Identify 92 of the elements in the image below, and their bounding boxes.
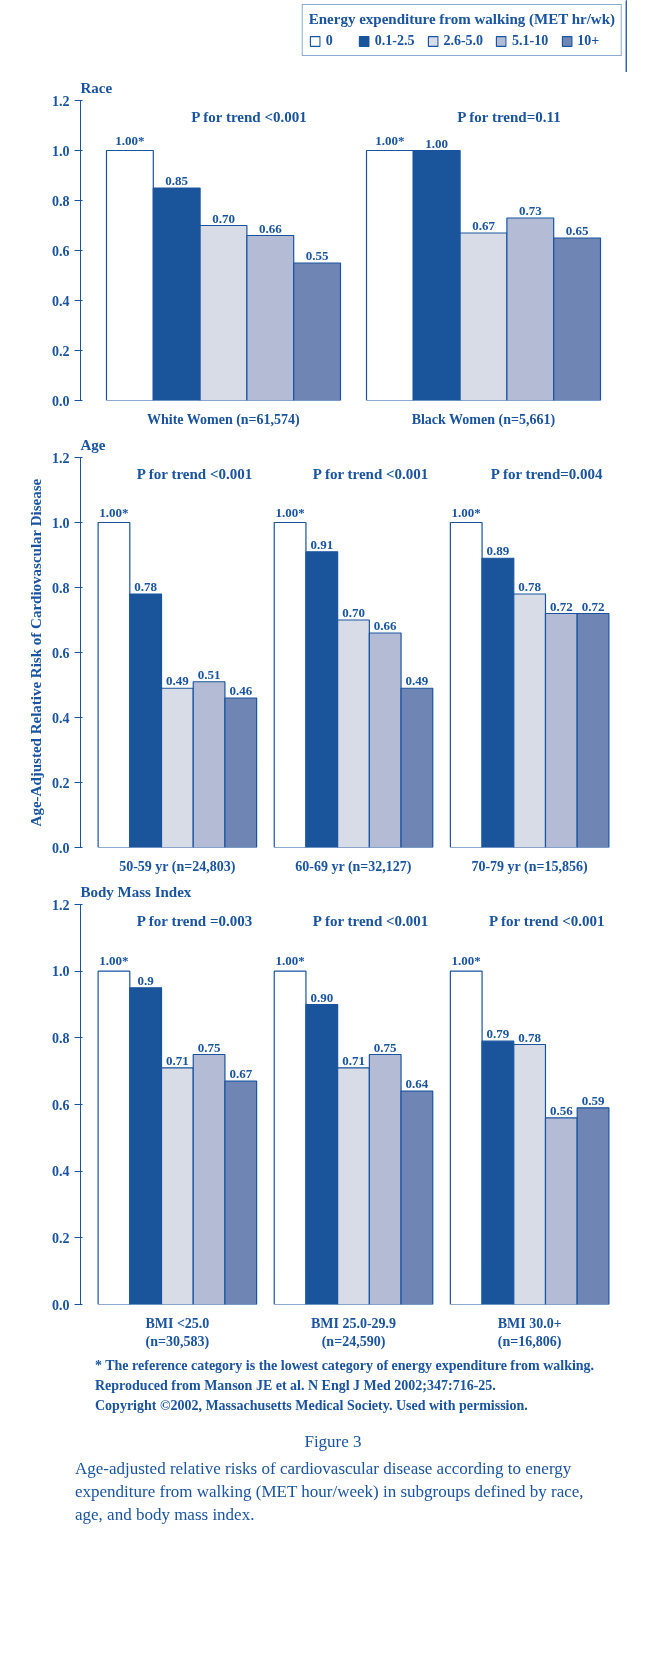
x-tick-label: BMI 25.0-29.9 (n=24,590) [310, 1315, 397, 1350]
data-label: 0.70 [212, 210, 235, 226]
data-label: 0.75 [373, 1039, 398, 1055]
y-tick-label: 0.6 [52, 645, 70, 661]
data-label: 0.46 [229, 683, 253, 698]
data-label: 0.89 [486, 543, 510, 559]
y-tick-label: 0.4 [52, 1164, 70, 1180]
data-label: 1.00* [99, 953, 129, 969]
y-tick-label: 0.4 [52, 293, 70, 309]
data-label: 0.78 [134, 579, 158, 594]
data-label: 1.00* [99, 504, 129, 520]
data-label: 0.66 [258, 220, 283, 236]
annotation: P for trend <0.001 [312, 465, 429, 482]
y-tick-label: 0.0 [52, 393, 70, 409]
y-axis-title: Age-Adjusted Relative Risk of Cardiovascular Disease [28, 478, 44, 827]
x-tick-label: White Women (n=61,574) [146, 411, 301, 428]
x-tick-label: 60-69 yr (n=32,127) [295, 858, 412, 875]
y-tick-label: 0.8 [52, 580, 70, 596]
y-tick-label: 0.8 [52, 1030, 70, 1046]
annotation: P for trend <0.001 [312, 912, 429, 929]
data-label: 0.85 [165, 173, 189, 188]
legend-label: 10+ [577, 33, 600, 49]
annotation: P for trend <0.001 [191, 108, 307, 125]
data-label: 0.67 [229, 1066, 253, 1082]
data-label: 1.00* [275, 953, 305, 969]
y-tick-label: 0.0 [52, 840, 70, 856]
y-tick-label: 0.2 [52, 775, 70, 791]
data-label: 0.71 [166, 1052, 189, 1068]
data-label: 1.00* [115, 132, 145, 148]
data-label: 1.00* [451, 953, 481, 969]
data-label: 1.00* [451, 504, 481, 520]
x-tick-label: 50-59 yr (n=24,803) [119, 858, 236, 875]
data-label: 0.72 [549, 598, 573, 614]
caption: Figure 3 [303, 1431, 363, 1453]
x-tick-label: BMI <25.0 (n=30,583) [145, 1315, 210, 1350]
legend-label: 5.1-10 [512, 33, 549, 49]
y-tick-label: 1.0 [52, 964, 70, 980]
y-tick-label: 0.4 [52, 710, 70, 726]
legend-label: 0 [325, 33, 334, 49]
data-label: 0.59 [581, 1092, 605, 1108]
data-label: 1.00 [425, 135, 449, 151]
annotation: P for trend <0.001 [136, 465, 253, 482]
annotation: P for trend=0.11 [457, 108, 561, 125]
text: Reproduced from Manson JE et al. N Engl J Med 2002;347:716-25. [95, 1377, 497, 1395]
text: * The reference category is the lowest category of energy expenditure from walking. [95, 1357, 596, 1375]
x-tick-label: Black Women (n=5,661) [411, 411, 556, 428]
chart-title: Body Mass Index [80, 883, 192, 900]
data-label: 0.65 [565, 223, 589, 238]
y-tick-label: 0.2 [52, 343, 70, 359]
y-tick-label: 0.2 [52, 1230, 70, 1246]
y-tick-label: 1.2 [52, 450, 70, 466]
y-tick-label: 0.8 [52, 193, 70, 209]
annotation: P for trend=0.004 [490, 465, 604, 482]
data-label: 0.79 [486, 1026, 510, 1042]
y-tick-label: 1.0 [52, 515, 70, 531]
text: Age-adjusted relative risks of cardiovascular disease according to energy expenditure from walking (MET hour/week) in subgroups defined by race, age, and body mass index. [75, 1458, 585, 1527]
chart-title: Race [80, 79, 113, 96]
y-tick-label: 0.6 [52, 243, 70, 259]
data-label: 0.72 [581, 598, 605, 614]
data-label: 0.56 [549, 1102, 574, 1118]
data-label: 0.91 [310, 536, 334, 552]
data-label: 1.00* [375, 132, 405, 148]
data-label: 0.66 [373, 618, 398, 633]
x-tick-label: BMI 30.0+ (n=16,806) [497, 1315, 562, 1350]
data-label: 0.51 [197, 666, 221, 682]
data-label: 0.78 [518, 579, 542, 594]
chart-title: Age [80, 436, 106, 453]
data-label: 0.49 [166, 673, 190, 689]
text: Copyright ©2002, Massachusetts Medical Society. Used with permission. [95, 1397, 529, 1415]
y-tick-label: 1.0 [52, 143, 70, 159]
data-label: 0.55 [305, 248, 329, 263]
legend-label: 2.6-5.0 [443, 33, 484, 49]
y-tick-label: 1.2 [52, 897, 70, 913]
data-label: 0.73 [518, 203, 543, 218]
data-label: 1.00* [275, 504, 305, 520]
y-tick-label: 0.6 [52, 1097, 70, 1113]
annotation: P for trend =0.003 [136, 912, 253, 929]
data-label: 0.64 [405, 1076, 429, 1092]
legend-title: Energy expenditure from walking (MET hr/wk) [308, 11, 615, 28]
data-label: 0.9 [137, 972, 155, 988]
data-label: 0.78 [518, 1029, 542, 1045]
data-label: 0.71 [342, 1052, 365, 1068]
annotation: P for trend <0.001 [488, 912, 605, 929]
y-tick-label: 0.0 [52, 1297, 70, 1313]
data-label: 0.75 [197, 1039, 221, 1055]
y-tick-label: 1.2 [52, 93, 70, 109]
data-label: 0.67 [472, 218, 496, 233]
data-label: 0.49 [405, 673, 429, 689]
data-label: 0.90 [310, 989, 334, 1005]
data-label: 0.70 [342, 605, 365, 620]
x-tick-label: 70-79 yr (n=15,856) [471, 858, 588, 875]
legend-label: 0.1-2.5 [374, 33, 415, 49]
